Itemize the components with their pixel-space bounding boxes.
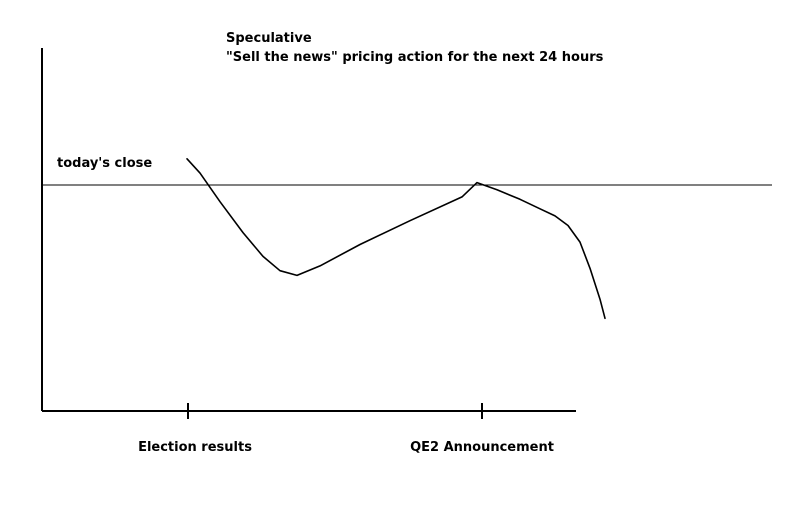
chart-title: Speculative [226, 31, 312, 46]
x-tick-label-qe2: QE2 Announcement [410, 440, 554, 455]
chart-subtitle: "Sell the news" pricing action for the n… [226, 50, 604, 65]
x-tick-label-election: Election results [138, 440, 252, 455]
series-line [186, 158, 606, 320]
reference-line-label: today's close [57, 156, 152, 171]
